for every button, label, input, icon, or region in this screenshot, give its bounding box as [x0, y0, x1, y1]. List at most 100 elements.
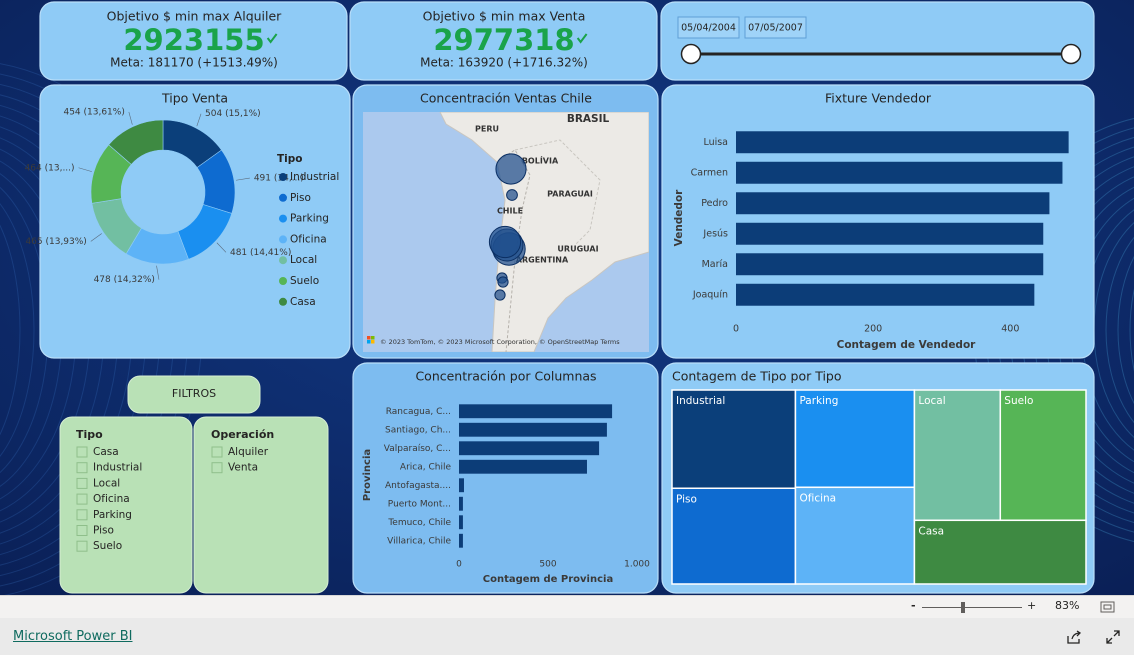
card [660, 1, 1095, 81]
chart-title: Fixture Vendedor [825, 91, 932, 106]
power-bi-link[interactable]: Microsoft Power BI [13, 629, 133, 644]
zoom-thumb[interactable] [961, 602, 965, 613]
treemap-cell[interactable] [671, 487, 797, 585]
checkbox[interactable] [211, 446, 223, 458]
checkbox[interactable] [76, 493, 88, 505]
label-leader [196, 113, 202, 127]
data-label: 465 (13,93%) [25, 237, 86, 247]
slider-handle[interactable] [1060, 43, 1082, 65]
border [514, 139, 601, 246]
bar[interactable] [736, 192, 1050, 215]
bar[interactable] [736, 161, 1063, 184]
kpi-title: Objetivo $ min max Alquiler [107, 9, 283, 24]
checkbox[interactable] [211, 462, 223, 474]
card [661, 84, 1095, 359]
y-tick-label: Rancagua, C... [386, 407, 451, 417]
y-tick-label: Villarica, Chile [387, 536, 451, 546]
map-bubble[interactable] [494, 289, 506, 301]
map-attribution: © 2023 TomTom, © 2023 Microsoft Corporat… [380, 338, 620, 346]
kpi-value: 2923155 [123, 23, 264, 57]
map-label: PARAGUAI [547, 190, 593, 199]
date-input[interactable] [744, 16, 807, 39]
x-axis-label: Contagem de Provincia [483, 574, 613, 585]
checkbox[interactable] [76, 525, 88, 536]
border [498, 149, 531, 352]
label-leader [78, 167, 92, 172]
x-tick-label: 1.000 [624, 560, 650, 570]
treemap-cell[interactable] [913, 389, 1002, 522]
y-tick-label: Santiago, Ch... [385, 425, 451, 435]
bar[interactable] [736, 131, 1069, 154]
treemap-label: Piso [676, 493, 697, 505]
swirl [0, 224, 21, 436]
map-label: CHILE [497, 207, 523, 216]
card [352, 362, 659, 594]
map[interactable]: PERU BRASIL BOLÍVIA PARAGUAI CHILE URUGUAI ARG… [363, 112, 649, 352]
slider-handle[interactable] [680, 43, 702, 65]
data-label: 478 (14,32%) [94, 275, 155, 285]
fullscreen-icon[interactable] [1106, 630, 1120, 644]
kpi-title: Objetivo $ min max Venta [423, 9, 586, 24]
map-label: PERU [475, 125, 499, 134]
y-axis-label: Provincia [362, 449, 373, 501]
y-axis-label: Vendedor [673, 189, 685, 247]
bar[interactable] [736, 222, 1044, 245]
map-bubble[interactable] [506, 189, 518, 201]
data-label: 491 (14,...) [254, 174, 304, 184]
legend-marker [279, 297, 287, 306]
map-bubble[interactable] [495, 153, 527, 185]
bar[interactable] [459, 459, 587, 474]
treemap-cell[interactable] [794, 486, 916, 585]
map-bubble[interactable] [488, 225, 522, 259]
checkbox[interactable] [76, 446, 88, 458]
bar[interactable] [736, 283, 1035, 306]
bar[interactable] [459, 422, 607, 437]
filter-option: Suelo [93, 540, 122, 552]
treemap-label: Oficina [799, 492, 836, 504]
map-bubble[interactable] [497, 276, 509, 288]
ms-logo [371, 336, 375, 340]
bar[interactable] [459, 515, 463, 530]
data-label: 481 (14,41%) [230, 248, 291, 258]
treemap-cell[interactable] [913, 519, 1087, 585]
donut-slice[interactable] [108, 119, 164, 165]
bar[interactable] [459, 533, 463, 548]
checkbox[interactable] [76, 509, 88, 521]
checkbox[interactable] [76, 477, 88, 489]
kpi-check [576, 33, 588, 44]
x-tick-label: 0 [456, 560, 462, 570]
y-tick-label: Arica, Chile [400, 462, 452, 472]
report-canvas: Objetivo $ min max Alquiler2923155Meta: … [0, 0, 1134, 597]
bar[interactable] [459, 404, 613, 419]
kpi-value: 2977318 [433, 23, 574, 57]
y-tick-label: Puerto Mont... [388, 499, 451, 509]
zoom-out[interactable]: - [911, 599, 916, 612]
swirl [0, 202, 35, 458]
y-tick-label: Antofagasta.... [385, 481, 451, 491]
treemap-cell[interactable] [999, 389, 1087, 522]
date-text: 05/04/2004 [681, 23, 736, 34]
legend-marker [279, 193, 287, 202]
zoom-in[interactable]: + [1027, 599, 1037, 612]
x-axis-label: Contagem de Vendedor [837, 339, 977, 351]
data-label: 504 (15,1%) [205, 109, 261, 119]
x-tick-label: 200 [864, 324, 882, 335]
bar[interactable] [736, 253, 1044, 276]
bar[interactable] [459, 441, 600, 456]
fit-page-icon[interactable] [1100, 601, 1115, 613]
y-tick-label: Joaquín [692, 289, 728, 300]
date-input[interactable] [677, 16, 740, 39]
bar[interactable] [459, 496, 463, 511]
filter-panel [193, 416, 329, 594]
treemap-cell[interactable] [671, 389, 797, 490]
filter-button[interactable] [127, 375, 261, 414]
bar[interactable] [459, 478, 464, 493]
map-label: URUGUAI [557, 245, 598, 254]
checkbox[interactable] [76, 462, 88, 474]
checkbox[interactable] [76, 540, 88, 552]
card [39, 1, 348, 81]
treemap-cell[interactable] [794, 389, 916, 489]
legend-marker [279, 256, 287, 265]
share-icon[interactable] [1066, 630, 1082, 644]
